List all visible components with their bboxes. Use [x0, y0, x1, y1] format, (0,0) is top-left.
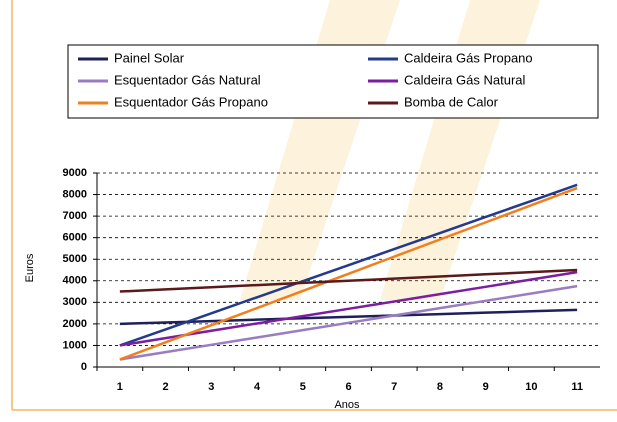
x-tick-label: 7 [391, 381, 397, 393]
legend-label: Esquentador Gás Natural [114, 72, 261, 87]
series-line [119, 308, 578, 326]
y-axis-label: Euros [24, 253, 36, 282]
x-tick-label: 9 [483, 381, 489, 393]
x-tick-label: 3 [208, 381, 214, 393]
x-axis-label: Anos [334, 399, 360, 411]
legend-label: Esquentador Gás Propano [114, 94, 268, 109]
series-line [119, 270, 578, 347]
legend-label: Caldeira Gás Propano [404, 50, 533, 65]
y-tick-label: 3000 [63, 296, 87, 308]
y-tick-label: 4000 [63, 275, 87, 287]
series-line [119, 284, 578, 361]
x-tick-label: 5 [300, 381, 306, 393]
x-tick-label: 2 [163, 381, 169, 393]
series-line [119, 186, 578, 361]
legend-label: Caldeira Gás Natural [404, 72, 525, 87]
x-tick-label: 4 [254, 381, 261, 393]
series-line [119, 183, 578, 347]
y-tick-label: 9000 [63, 167, 87, 179]
y-tick-label: 2000 [63, 318, 87, 330]
y-tick-label: 0 [81, 361, 87, 373]
x-tick-label: 6 [345, 381, 351, 393]
y-tick-label: 7000 [63, 210, 87, 222]
x-tick-label: 8 [437, 381, 443, 393]
y-tick-label: 6000 [63, 232, 87, 244]
x-tick-label: 11 [571, 381, 583, 393]
legend-label: Bomba de Calor [404, 94, 499, 109]
series-line [119, 268, 578, 293]
x-tick-label: 10 [525, 381, 537, 393]
x-tick-label: 1 [117, 381, 123, 393]
legend-label: Painel Solar [114, 50, 185, 65]
y-tick-label: 8000 [63, 188, 87, 200]
legend-box [67, 44, 599, 119]
y-tick-label: 1000 [63, 339, 87, 351]
y-tick-label: 5000 [63, 253, 87, 265]
